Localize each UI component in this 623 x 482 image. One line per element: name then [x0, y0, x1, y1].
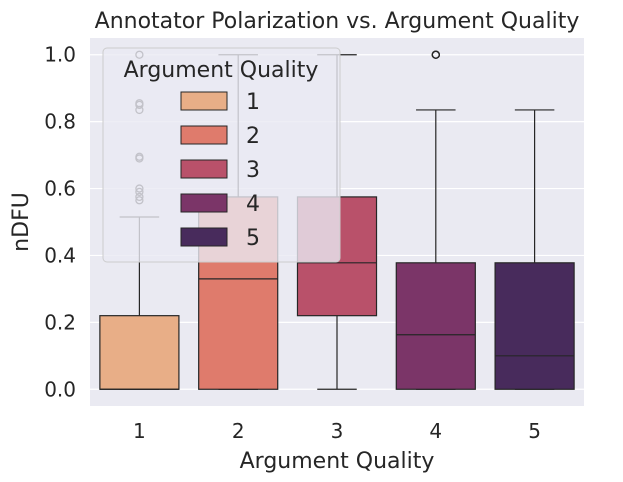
legend-entries: 1 2 3 4 5: [180, 90, 260, 251]
legend-swatch-4: [180, 193, 228, 213]
x-tick-label-3: 4: [429, 419, 442, 443]
legend-title: Argument Quality: [124, 58, 319, 83]
legend-label-1: 1: [246, 90, 260, 115]
x-tick-labels: 1 2 3 4 5: [133, 419, 541, 443]
chart-title: Annotator Polarization vs. Argument Qual…: [95, 9, 580, 34]
y-tick-label-3: 0.6: [44, 177, 76, 201]
x-tick-label-2: 3: [331, 419, 344, 443]
y-tick-label-0: 0.0: [44, 377, 76, 401]
x-tick-label-1: 2: [232, 419, 245, 443]
x-tick-label-4: 5: [528, 419, 541, 443]
y-tick-labels: 0.0 0.2 0.4 0.6 0.8 1.0: [44, 43, 76, 402]
box-5: [494, 262, 575, 390]
y-axis-label: nDFU: [9, 192, 34, 252]
box-group-5: [494, 109, 575, 390]
legend-label-5: 5: [246, 226, 260, 251]
outlier-4-2: [431, 50, 440, 59]
box-1: [99, 315, 180, 390]
boxes: [99, 50, 575, 390]
y-tick-label-1: 0.2: [44, 310, 76, 334]
y-tick-label-2: 0.4: [44, 243, 76, 267]
y-tick-label-4: 0.8: [44, 110, 76, 134]
x-axis-label: Argument Quality: [240, 449, 435, 474]
legend: Argument Quality 1 2 3 4 5: [102, 47, 341, 263]
box-group-4: [395, 50, 476, 390]
legend-swatch-1: [180, 91, 228, 111]
y-tick-label-5: 1.0: [44, 43, 76, 67]
x-tick-label-0: 1: [133, 419, 146, 443]
legend-frame: [102, 47, 341, 263]
legend-label-4: 4: [246, 192, 260, 217]
legend-label-3: 3: [246, 158, 260, 183]
legend-label-2: 2: [246, 124, 260, 149]
legend-swatch-2: [180, 125, 228, 145]
box-4: [395, 262, 476, 390]
legend-swatch-5: [180, 227, 228, 247]
legend-swatch-3: [180, 159, 228, 179]
